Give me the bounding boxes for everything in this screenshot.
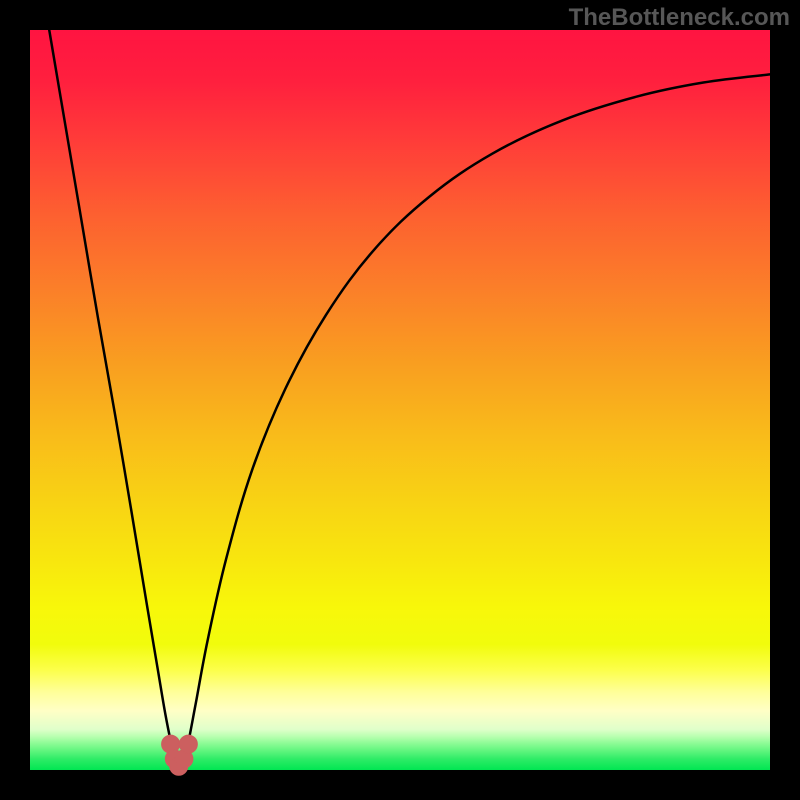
watermark-text: TheBottleneck.com — [569, 4, 790, 32]
curve-marker — [179, 735, 197, 753]
bottleneck-chart — [0, 0, 800, 800]
plot-background — [30, 30, 770, 770]
chart-container: TheBottleneck.com — [0, 0, 800, 800]
